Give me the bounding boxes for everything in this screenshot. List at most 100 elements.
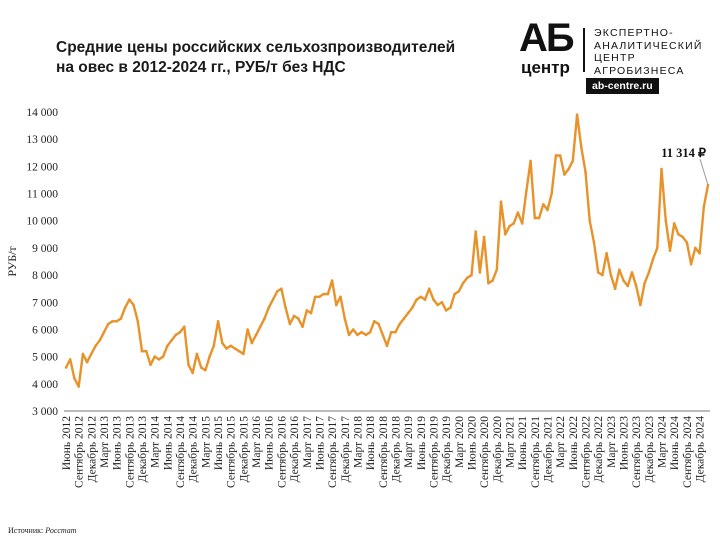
data-point [335, 303, 338, 307]
x-tick-label: Март 2020 [454, 416, 466, 468]
data-point [195, 352, 199, 356]
x-tick-label: Декабрь 2022 [593, 416, 605, 483]
data-point [558, 154, 562, 157]
x-tick-label: Июнь 2021 [517, 416, 529, 470]
data-point [516, 211, 520, 214]
data-point [364, 333, 368, 337]
data-point [330, 279, 334, 282]
logo-text-line2: АНАЛИТИЧЕСКИЙ [594, 39, 703, 52]
data-point [73, 377, 76, 380]
x-tick-label: Июнь 2018 [365, 416, 377, 470]
y-tick-label: 6 000 [32, 324, 58, 336]
data-point [622, 279, 625, 282]
data-point [106, 322, 110, 326]
data-point [212, 344, 216, 348]
data-point [174, 333, 178, 337]
x-tick-label: Июнь 2016 [264, 416, 276, 470]
data-point [677, 233, 680, 236]
data-point [288, 322, 292, 326]
data-point [271, 298, 275, 301]
data-point [546, 208, 549, 212]
x-tick-label: Июнь 2012 [61, 416, 73, 470]
data-point [575, 113, 579, 116]
x-tick-label: Март 2017 [302, 416, 314, 468]
data-point [398, 322, 402, 326]
data-point [191, 371, 194, 375]
logo-mark-bottom: центр [521, 58, 570, 77]
ab-centre-logo: АБ центр [519, 16, 581, 77]
data-point [618, 268, 621, 272]
x-tick-label: Март 2021 [504, 416, 516, 468]
data-point [280, 287, 283, 291]
data-point [440, 301, 444, 304]
data-point [639, 303, 642, 307]
data-point [242, 352, 245, 356]
data-point [470, 273, 473, 277]
x-tick-label: Декабрь 2012 [86, 416, 98, 483]
data-point [525, 189, 528, 193]
y-tick-label: 12 000 [26, 161, 58, 173]
data-point [229, 344, 232, 348]
x-tick-label: Декабрь 2017 [340, 416, 352, 483]
x-tick-label: Декабрь 2020 [492, 416, 504, 483]
y-tick-label: 13 000 [26, 134, 58, 146]
data-point [301, 325, 304, 329]
y-axis-label: РУБ/т [5, 246, 19, 277]
logo-mark-top: АБ [519, 16, 575, 60]
x-tick-label: Март 2016 [251, 416, 263, 468]
data-point [613, 287, 617, 291]
data-point [318, 295, 321, 299]
data-point [267, 306, 271, 310]
x-tick-label: Март 2013 [99, 416, 111, 468]
x-tick-label: Сентябрь 2016 [276, 416, 288, 488]
data-point [453, 292, 456, 296]
data-point [157, 358, 161, 361]
data-point [77, 385, 80, 388]
x-tick-label: Сентябрь 2020 [479, 416, 491, 488]
data-point [216, 320, 220, 323]
data-point [178, 330, 182, 334]
data-point [457, 290, 461, 293]
x-tick-label: Март 2015 [200, 416, 212, 468]
data-point [461, 281, 465, 285]
data-point [533, 216, 537, 220]
y-tick-label: 7 000 [32, 297, 58, 309]
data-point [694, 246, 697, 250]
x-tick-label: Март 2018 [352, 416, 364, 468]
chart-title: Средние цены российских сельхозпроизводи… [56, 38, 455, 78]
data-point [592, 241, 596, 244]
x-tick-label: Сентябрь 2013 [124, 416, 136, 488]
data-point [221, 341, 224, 345]
data-point [389, 330, 393, 334]
data-point [394, 330, 397, 334]
y-tick-label: 14 000 [26, 107, 58, 119]
y-tick-label: 3 000 [32, 406, 58, 418]
data-point [322, 292, 325, 296]
x-tick-label: Сентябрь 2023 [631, 416, 643, 488]
data-point [123, 306, 127, 310]
x-tick-label: Декабрь 2015 [238, 416, 250, 483]
x-tick-label: Сентябрь 2019 [428, 416, 440, 488]
x-tick-label: Декабрь 2019 [441, 416, 453, 483]
data-point [563, 173, 566, 176]
data-point [651, 257, 655, 261]
data-point [601, 273, 604, 277]
data-point [98, 339, 102, 342]
data-point [94, 344, 97, 348]
x-tick-label: Июнь 2022 [568, 416, 580, 470]
y-tick-label: 8 000 [32, 270, 58, 282]
data-point [495, 268, 499, 272]
x-tick-label: Сентябрь 2014 [175, 416, 187, 488]
data-point [81, 352, 85, 356]
x-tick-label: Сентябрь 2012 [74, 416, 86, 488]
data-point [64, 366, 68, 369]
data-point [402, 317, 406, 320]
logo-url[interactable]: ab-centre.ru [586, 78, 659, 94]
data-point [478, 271, 482, 274]
logo-text-line4: АГРОБИЗНЕСА [594, 64, 685, 77]
data-point [204, 368, 207, 372]
data-point [140, 349, 144, 353]
chart-title-line1: Средние цены российских сельхозпроизводи… [56, 39, 456, 56]
data-point [136, 320, 140, 323]
